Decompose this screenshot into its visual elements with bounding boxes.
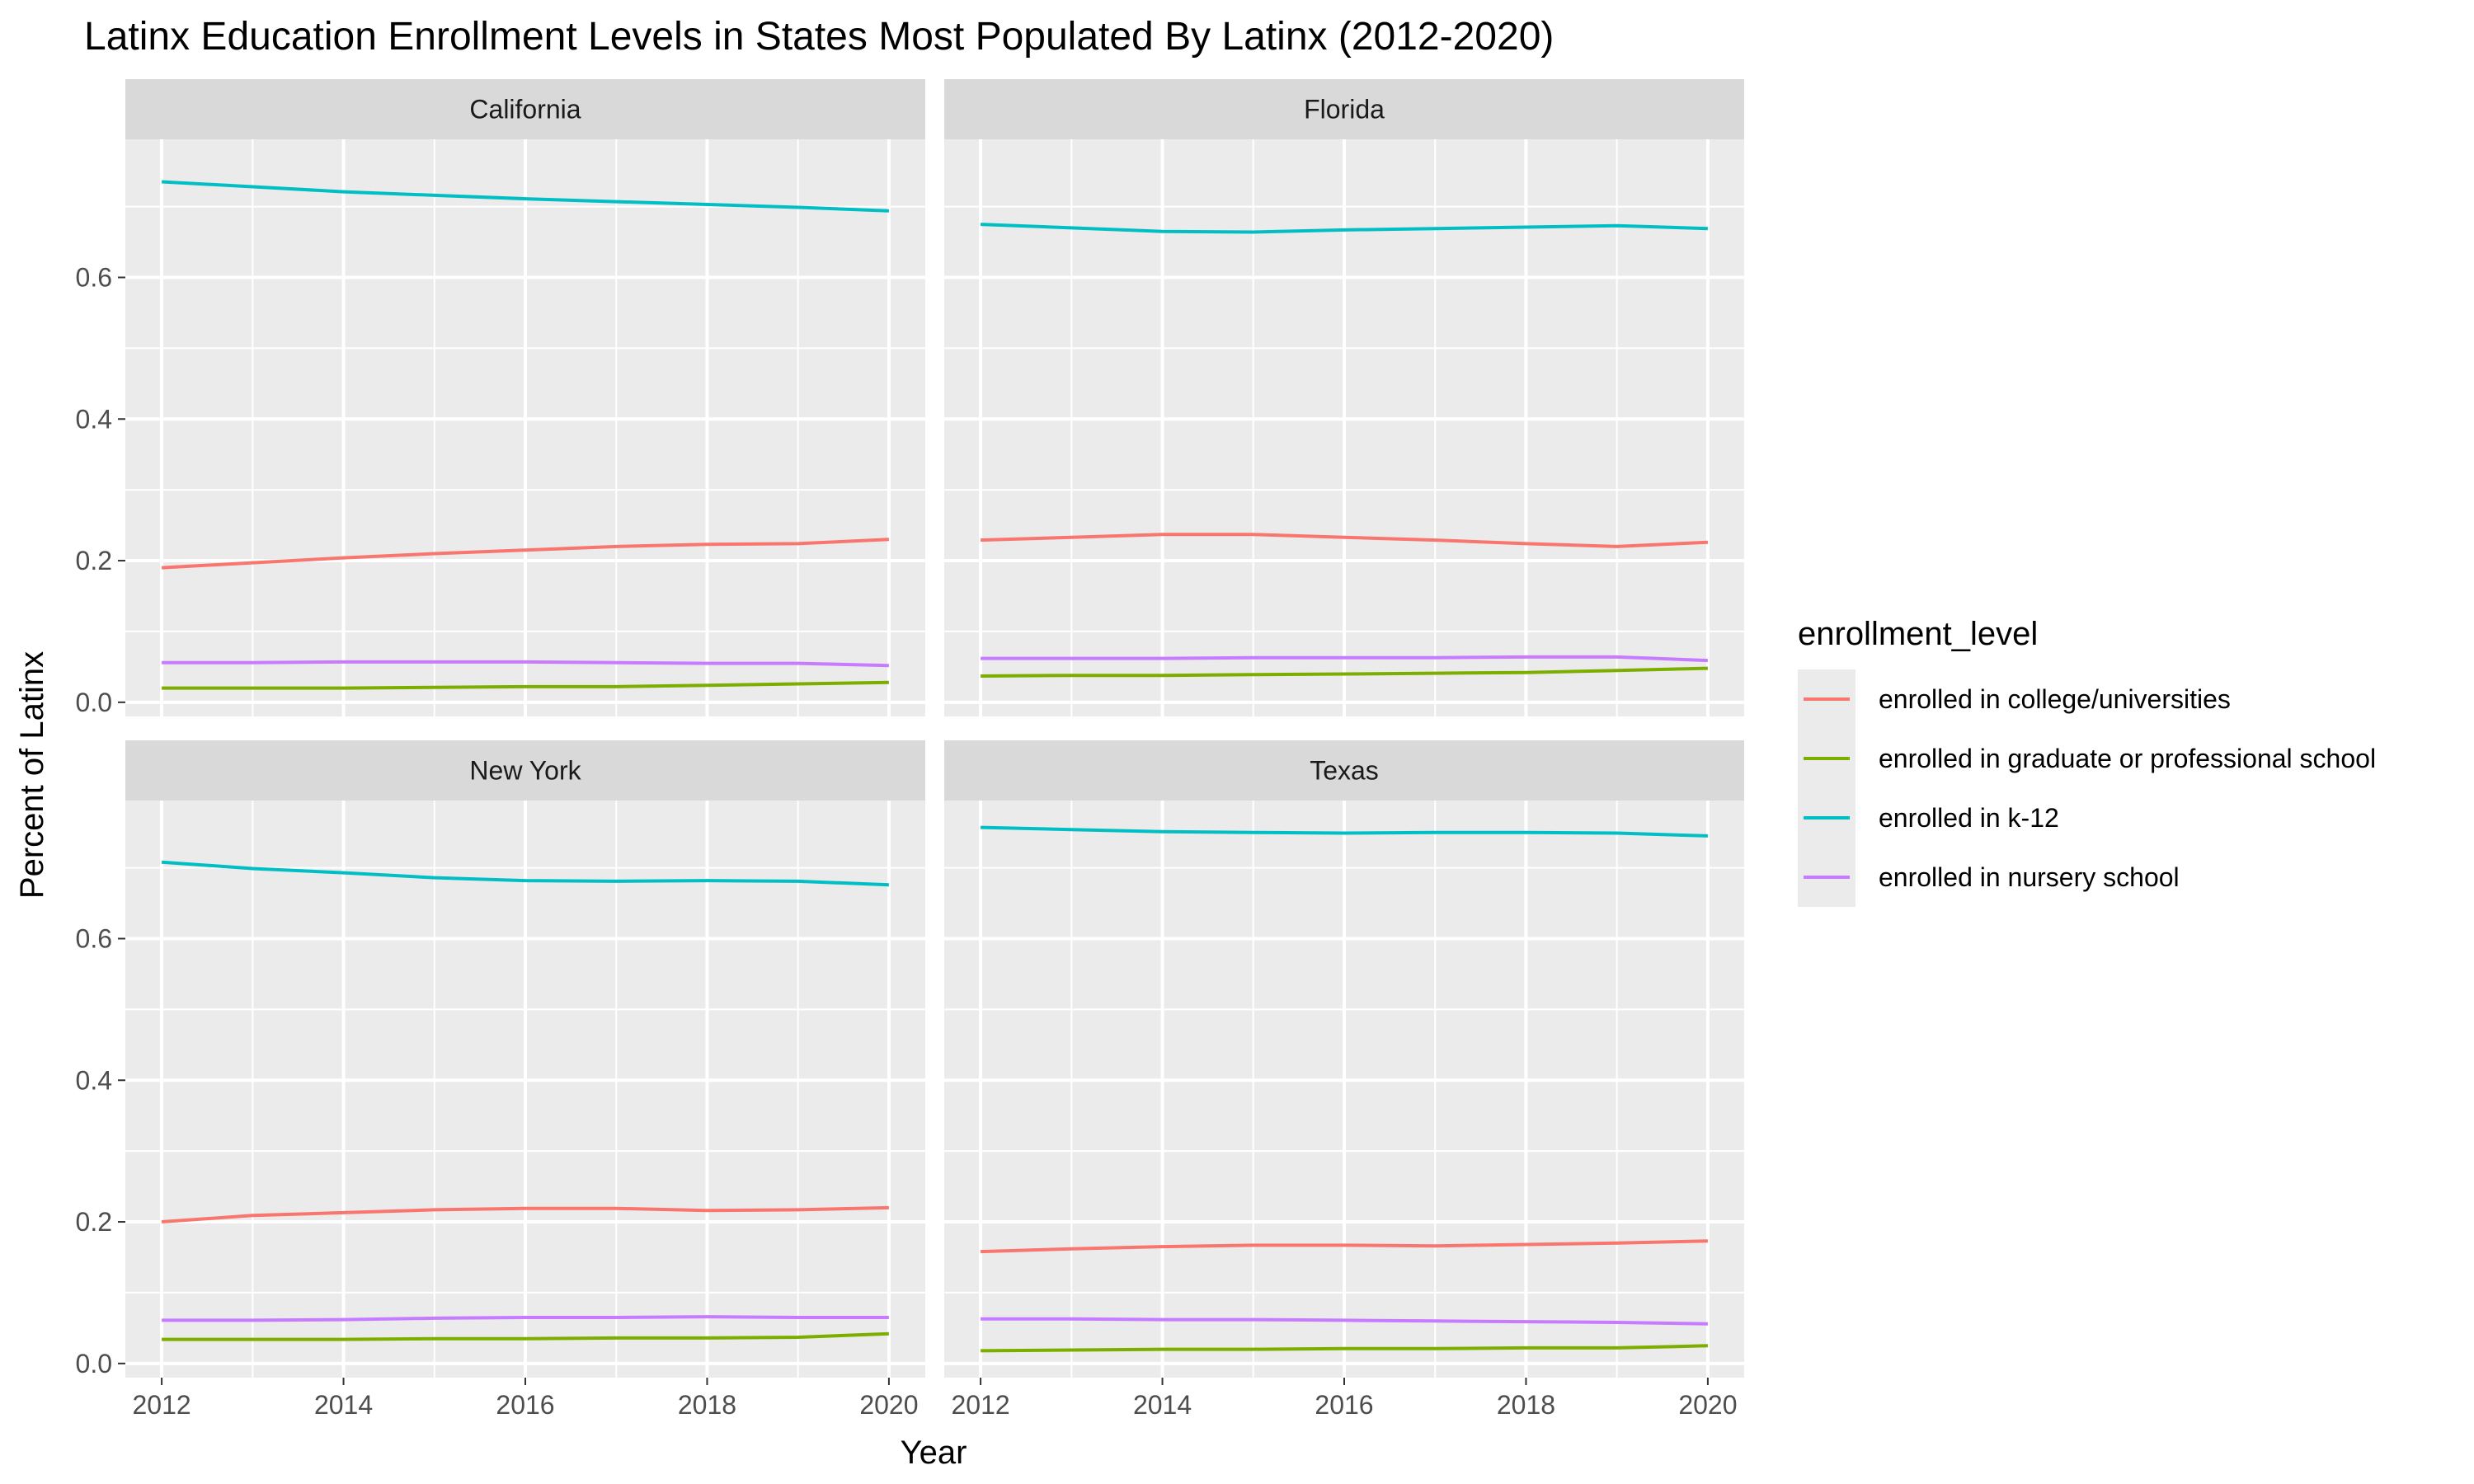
chart-title: Latinx Education Enrollment Levels in St… [84,15,1554,59]
x-tick-label: 2012 [132,1390,190,1420]
x-axis-ticks: 2012 2014 2016 2018 2020 2012 2014 2016 2018 2020 [132,1378,1738,1420]
y-tick-label: 0.2 [76,1207,112,1237]
facet-panels: California Florida New York Texas [125,79,1744,1378]
panel-strip-california [125,79,925,139]
y-tick-label: 0.6 [76,262,112,292]
x-tick-label: 2018 [1497,1390,1555,1420]
panel-label-california: California [469,95,581,124]
legend-label-enrolled-in-graduate-or-professional-school: enrolled in graduate or professional sch… [1879,744,2376,773]
y-tick-label: 0.4 [76,1065,112,1095]
panel-strip-new-york [125,740,925,801]
x-tick-label: 2016 [496,1390,554,1420]
panel-strip-texas [944,740,1744,801]
series-line-texas-enrolled-in-nursery-school [981,1317,1708,1326]
x-tick-label: 2020 [1678,1390,1737,1420]
x-tick-label: 2018 [678,1390,736,1420]
y-axis-title: Percent of Latinx [14,651,50,899]
legend-label-enrolled-in-nursery-school: enrolled in nursery school [1879,862,2180,892]
x-tick-label: 2016 [1315,1390,1373,1420]
series-line-california-enrolled-in-nursery-school [162,660,889,668]
series-line-new-york-enrolled-in-graduate-or-professional-school [162,1331,889,1341]
panel-texas: Texas [944,740,1744,1378]
series-line-california-enrolled-in-graduate-or-professional-school [162,680,889,690]
x-tick-label: 2014 [1133,1390,1192,1420]
x-axis-title: Year [901,1435,967,1471]
legend-label-enrolled-in-college-universities: enrolled in college/universities [1879,684,2231,714]
series-line-texas-enrolled-in-graduate-or-professional-school [981,1344,1708,1353]
series-line-new-york-enrolled-in-college-universities [161,1205,889,1223]
series-line-florida-enrolled-in-college-universities [981,533,1708,548]
series-line-florida-enrolled-in-graduate-or-professional-school [981,666,1708,678]
x-tick-label: 2020 [859,1390,918,1420]
y-tick-label: 0.0 [76,688,112,717]
series-line-california-enrolled-in-k-12 [161,180,889,213]
y-tick-label: 0.6 [76,923,112,953]
series-line-new-york-enrolled-in-k-12 [161,860,889,887]
panel-florida: Florida [944,79,1744,716]
y-tick-label: 0.2 [76,546,112,575]
legend-label-enrolled-in-k-12: enrolled in k-12 [1879,803,2059,833]
legend-title: enrollment_level [1798,616,2038,652]
y-tick-label: 0.4 [76,404,112,434]
x-tick-label: 2014 [314,1390,373,1420]
legend: enrollment_level enrolled in college/uni… [1798,616,2376,907]
series-line-texas-enrolled-in-college-universities [981,1239,1708,1254]
x-tick-label: 2012 [951,1390,1009,1420]
series-line-florida-enrolled-in-nursery-school [981,655,1708,663]
series-line-florida-enrolled-in-k-12 [981,223,1708,234]
panel-strip-florida [944,79,1744,139]
y-axis-ticks: 0.0 0.2 0.4 0.6 0.0 0.2 0.4 0.6 [76,262,125,1378]
panel-label-florida: Florida [1304,95,1385,124]
y-tick-label: 0.0 [76,1349,112,1378]
panel-label-texas: Texas [1310,756,1379,786]
panel-label-new-york: New York [469,756,581,786]
series-line-texas-enrolled-in-k-12 [981,825,1708,838]
panel-new-york: New York [125,740,925,1378]
panel-california: California [125,79,925,716]
legend-items: enrolled in college/universities enrolled… [1798,669,2376,907]
series-line-california-enrolled-in-college-universities [161,538,889,570]
series-line-new-york-enrolled-in-nursery-school [162,1315,889,1322]
